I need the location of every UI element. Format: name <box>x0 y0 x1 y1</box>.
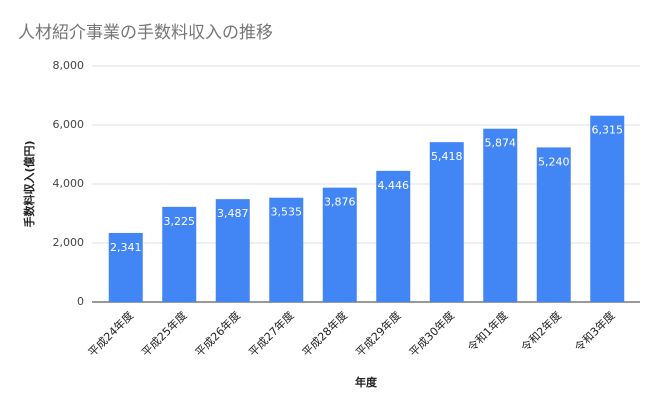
y-axis-title: 手数料収入(億円) <box>22 140 36 227</box>
x-tick-label: 平成27年度 <box>246 308 297 359</box>
value-label: 4,446 <box>378 179 410 192</box>
x-tick-label: 平成25年度 <box>139 308 190 359</box>
x-tick-label: 平成24年度 <box>85 308 136 359</box>
y-tick-label: 8,000 <box>53 59 85 72</box>
x-axis-title: 年度 <box>355 375 378 389</box>
bar <box>590 115 625 303</box>
value-label: 5,874 <box>485 137 517 150</box>
bar <box>322 187 357 302</box>
y-tick-label: 0 <box>77 295 84 308</box>
y-tick-label: 2,000 <box>53 236 85 249</box>
bar <box>376 170 411 302</box>
value-label: 2,341 <box>110 241 142 254</box>
y-tick-label: 6,000 <box>53 118 85 131</box>
x-tick-label: 平成29年度 <box>353 308 404 359</box>
y-tick-label: 4,000 <box>53 177 85 190</box>
bar <box>108 232 143 302</box>
value-label: 5,240 <box>538 155 570 168</box>
bar <box>215 199 250 302</box>
bar <box>162 206 197 302</box>
bar <box>429 142 464 302</box>
value-label: 3,487 <box>217 207 249 220</box>
value-label: 5,418 <box>431 150 463 163</box>
chart-title: 人材紹介事業の手数料収入の推移 <box>18 23 273 43</box>
x-tick-label: 平成30年度 <box>406 308 457 359</box>
x-tick-label: 令和3年度 <box>572 308 618 354</box>
value-label: 3,535 <box>271 206 303 219</box>
value-label: 3,876 <box>324 196 356 209</box>
x-tick-label: 平成26年度 <box>192 308 243 359</box>
bar <box>269 197 304 302</box>
x-tick-label: 令和2年度 <box>518 308 564 354</box>
bar <box>536 147 571 302</box>
x-tick-label: 令和1年度 <box>465 308 511 354</box>
bar <box>483 128 518 302</box>
value-label: 3,225 <box>164 215 196 228</box>
x-tick-label: 平成28年度 <box>299 308 350 359</box>
value-label: 6,315 <box>592 124 624 137</box>
